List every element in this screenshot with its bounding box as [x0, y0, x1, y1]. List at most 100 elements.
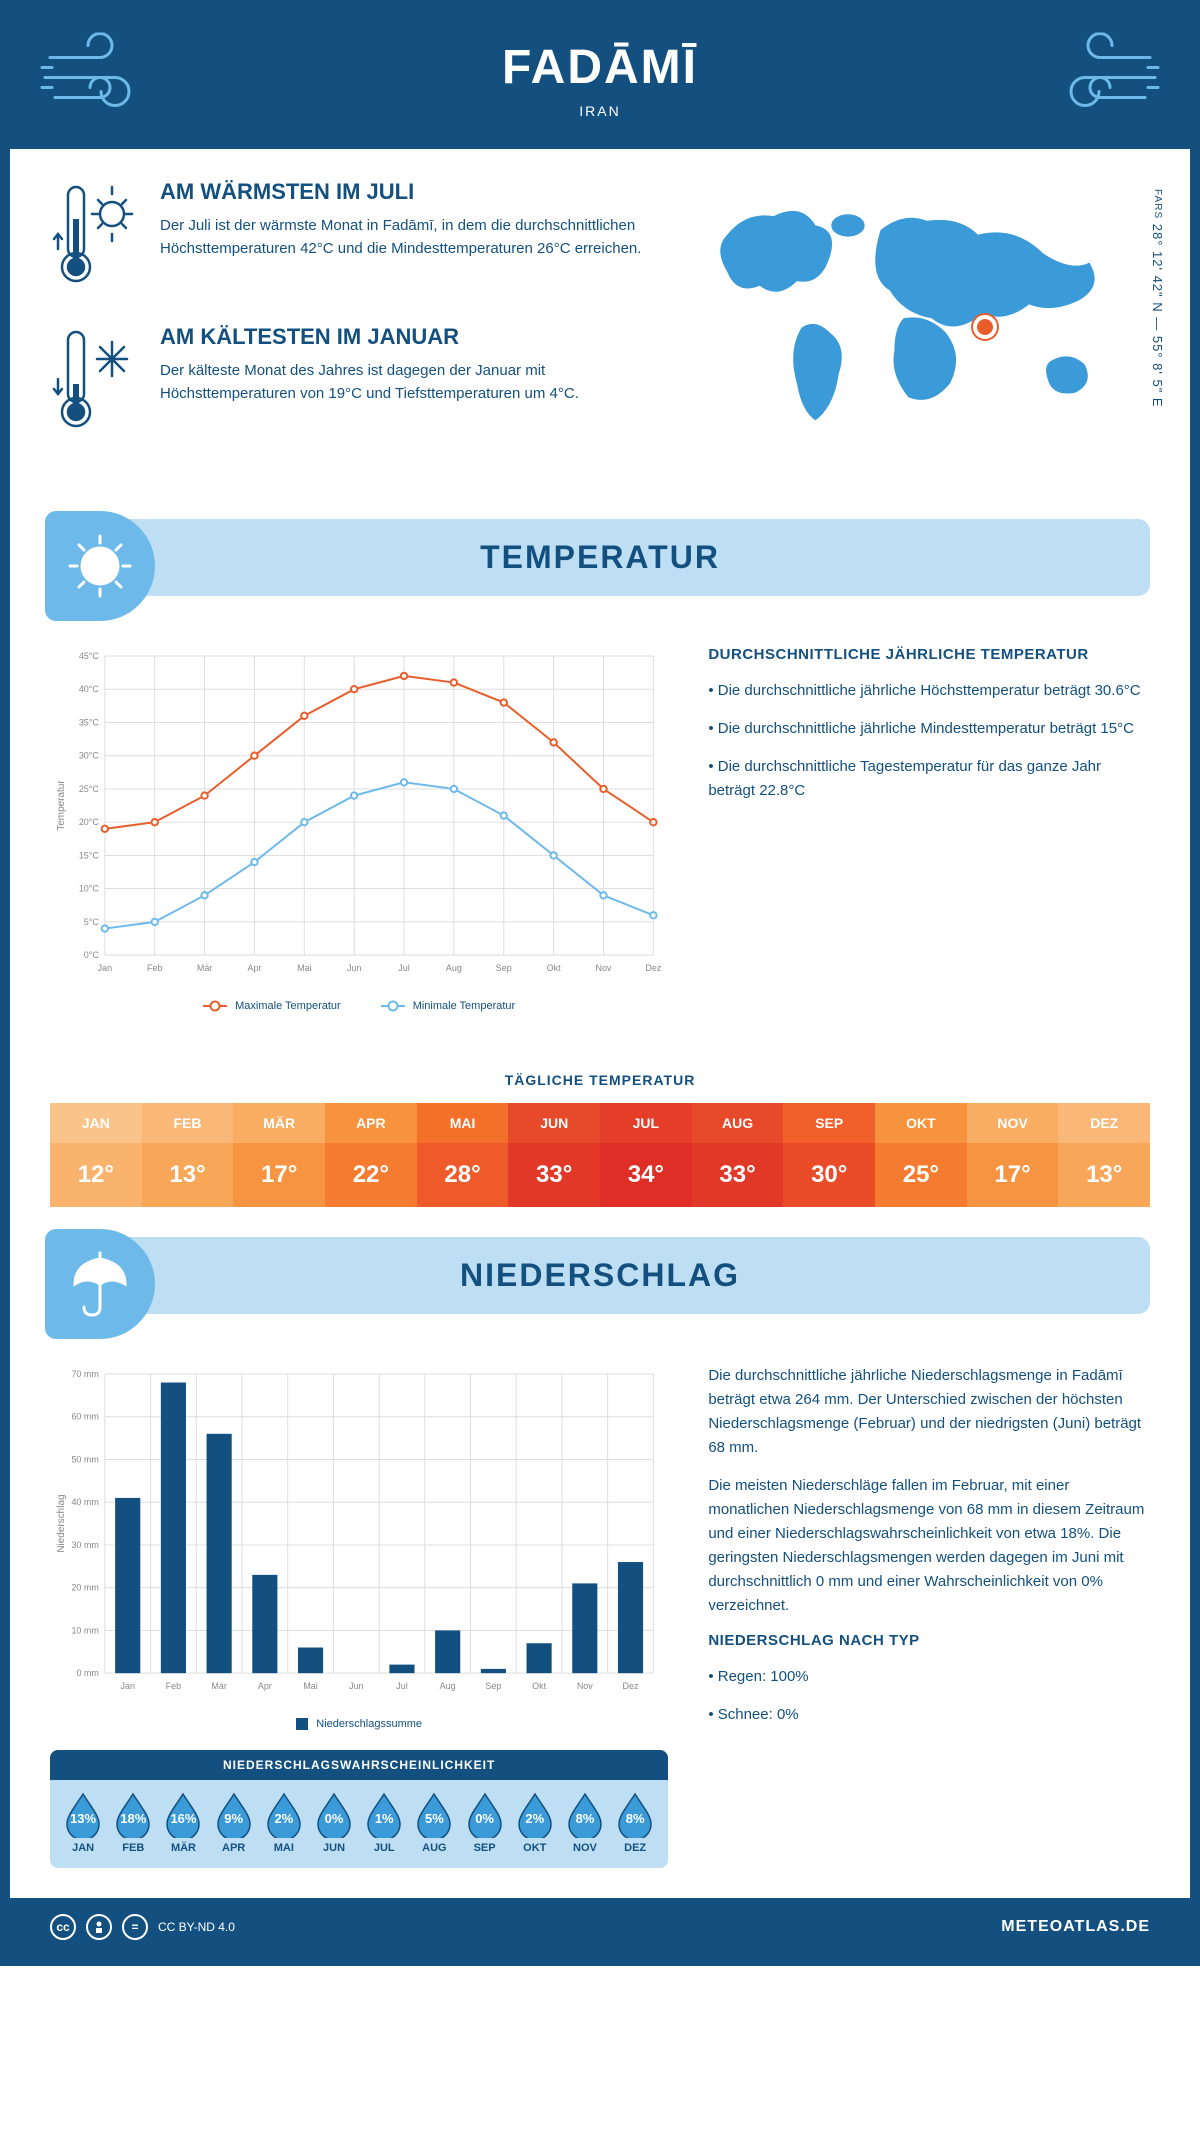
temp-text-heading: DURCHSCHNITTLICHE JÄHRLICHE TEMPERATUR [708, 646, 1150, 663]
drop-icon: 13% [64, 1792, 102, 1838]
svg-text:Okt: Okt [532, 1681, 546, 1691]
svg-text:Mär: Mär [211, 1681, 226, 1691]
facts-column: AM WÄRMSTEN IM JULI Der Juli ist der wär… [50, 179, 655, 469]
prob-month-label: DEZ [610, 1842, 660, 1854]
daily-month-label: MAI [417, 1103, 509, 1143]
footer: cc = CC BY-ND 4.0 METEOATLAS.DE [10, 1898, 1190, 1956]
svg-text:60 mm: 60 mm [71, 1412, 98, 1422]
svg-text:Sep: Sep [496, 963, 512, 973]
precipitation-probability-box: NIEDERSCHLAGSWAHRSCHEINLICHKEIT 13%JAN18… [50, 1750, 668, 1868]
daily-temp-value: 28° [417, 1143, 509, 1207]
thermometer-cold-icon [50, 324, 140, 439]
drop-icon: 5% [415, 1792, 453, 1838]
daily-month-label: OKT [875, 1103, 967, 1143]
by-icon [86, 1914, 112, 1940]
daily-col: SEP30° [783, 1103, 875, 1207]
temperature-text: DURCHSCHNITTLICHE JÄHRLICHE TEMPERATUR •… [708, 646, 1150, 1012]
daily-month-label: MÄR [233, 1103, 325, 1143]
prob-month-label: MAI [259, 1842, 309, 1854]
svg-text:Mär: Mär [197, 963, 212, 973]
precip-type-heading: NIEDERSCHLAG NACH TYP [708, 1632, 1150, 1649]
temperature-heading: TEMPERATUR [80, 539, 1120, 576]
svg-text:30 mm: 30 mm [71, 1540, 98, 1550]
svg-text:Mai: Mai [303, 1681, 317, 1691]
svg-text:5°C: 5°C [84, 917, 100, 927]
daily-temp-value: 17° [967, 1143, 1059, 1207]
prob-col: 1%JUL [359, 1792, 409, 1854]
daily-month-label: AUG [692, 1103, 784, 1143]
svg-text:Jun: Jun [347, 963, 361, 973]
prob-col: 16%MÄR [158, 1792, 208, 1854]
prob-month-label: APR [209, 1842, 259, 1854]
svg-text:Feb: Feb [147, 963, 162, 973]
prob-col: 9% APR [209, 1792, 259, 1854]
precipitation-content: 0 mm10 mm20 mm30 mm40 mm50 mm60 mm70 mmJ… [10, 1334, 1190, 1898]
svg-text:15°C: 15°C [79, 850, 100, 860]
drop-icon: 2% [265, 1792, 303, 1838]
sun-icon [45, 511, 155, 621]
svg-text:Jun: Jun [349, 1681, 363, 1691]
svg-text:40 mm: 40 mm [71, 1497, 98, 1507]
svg-text:30°C: 30°C [79, 751, 100, 761]
map-column: FARS 28° 12' 42" N — 55° 8' 5" E [685, 179, 1150, 469]
footer-brand: METEOATLAS.DE [1001, 1918, 1150, 1936]
drop-icon: 16% [164, 1792, 202, 1838]
daily-col: AUG33° [692, 1103, 784, 1207]
prob-month-label: NOV [560, 1842, 610, 1854]
temperature-section-header: TEMPERATUR [50, 519, 1150, 596]
drop-icon: 8% [566, 1792, 604, 1838]
daily-temp-value: 33° [508, 1143, 600, 1207]
region-label: FARS [1152, 189, 1163, 219]
prob-col: 0%JUN [309, 1792, 359, 1854]
legend-precip-label: Niederschlagssumme [316, 1718, 422, 1730]
svg-text:70 mm: 70 mm [71, 1369, 98, 1379]
svg-text:Niederschlag: Niederschlag [56, 1495, 67, 1553]
daily-month-label: NOV [967, 1103, 1059, 1143]
prob-month-label: SEP [460, 1842, 510, 1854]
daily-col: JAN12° [50, 1103, 142, 1207]
svg-text:Apr: Apr [247, 963, 261, 973]
daily-temp-value: 34° [600, 1143, 692, 1207]
fact-cold: AM KÄLTESTEN IM JANUAR Der kälteste Mona… [50, 324, 655, 439]
fact-cold-text: AM KÄLTESTEN IM JANUAR Der kälteste Mona… [160, 324, 655, 439]
prob-row: 13%JAN18%FEB16%MÄR9%APR2%MAI0%JUN1%JUL5%… [50, 1780, 668, 1854]
prob-col: 8% DEZ [610, 1792, 660, 1854]
fact-cold-body: Der kälteste Monat des Jahres ist dagege… [160, 360, 655, 405]
temp-bullet-3: • Die durchschnittliche Tagestemperatur … [708, 755, 1150, 803]
prob-col: 2% MAI [259, 1792, 309, 1854]
drop-icon: 9% [215, 1792, 253, 1838]
prob-month-label: JAN [58, 1842, 108, 1854]
svg-text:Nov: Nov [596, 963, 612, 973]
drop-icon: 8% [616, 1792, 654, 1838]
svg-text:Apr: Apr [258, 1681, 272, 1691]
prob-month-label: JUL [359, 1842, 409, 1854]
svg-text:Aug: Aug [446, 963, 462, 973]
intro-section: AM WÄRMSTEN IM JULI Der Juli ist der wär… [10, 149, 1190, 499]
prob-col: 2%OKT [510, 1792, 560, 1854]
prob-col: 0%SEP [460, 1792, 510, 1854]
legend-min: Minimale Temperatur [381, 1000, 516, 1012]
daily-col: FEB13° [142, 1103, 234, 1207]
temperature-legend: Maximale Temperatur Minimale Temperatur [50, 1000, 668, 1012]
svg-text:10°C: 10°C [79, 884, 100, 894]
svg-text:Dez: Dez [623, 1681, 639, 1691]
precip-p2: Die meisten Niederschläge fallen im Febr… [708, 1474, 1150, 1618]
svg-text:Dez: Dez [645, 963, 661, 973]
daily-temp-value: 17° [233, 1143, 325, 1207]
page-container: FADĀMĪ IRAN AM WÄRMSTEN IM JULI Der Juli… [0, 0, 1200, 1966]
daily-temp-value: 13° [1058, 1143, 1150, 1207]
svg-text:20°C: 20°C [79, 817, 100, 827]
daily-month-label: JAN [50, 1103, 142, 1143]
svg-text:Nov: Nov [577, 1681, 593, 1691]
world-map [685, 179, 1150, 439]
daily-temp-value: 22° [325, 1143, 417, 1207]
daily-month-label: DEZ [1058, 1103, 1150, 1143]
svg-text:Sep: Sep [485, 1681, 501, 1691]
legend-min-label: Minimale Temperatur [413, 1000, 516, 1012]
daily-col: JUL34° [600, 1103, 692, 1207]
svg-text:45°C: 45°C [79, 651, 100, 661]
daily-col: JUN33° [508, 1103, 600, 1207]
precipitation-chart: 0 mm10 mm20 mm30 mm40 mm50 mm60 mm70 mmJ… [50, 1364, 668, 1868]
precip-type-2: • Schnee: 0% [708, 1703, 1150, 1727]
fact-warm-text: AM WÄRMSTEN IM JULI Der Juli ist der wär… [160, 179, 655, 294]
